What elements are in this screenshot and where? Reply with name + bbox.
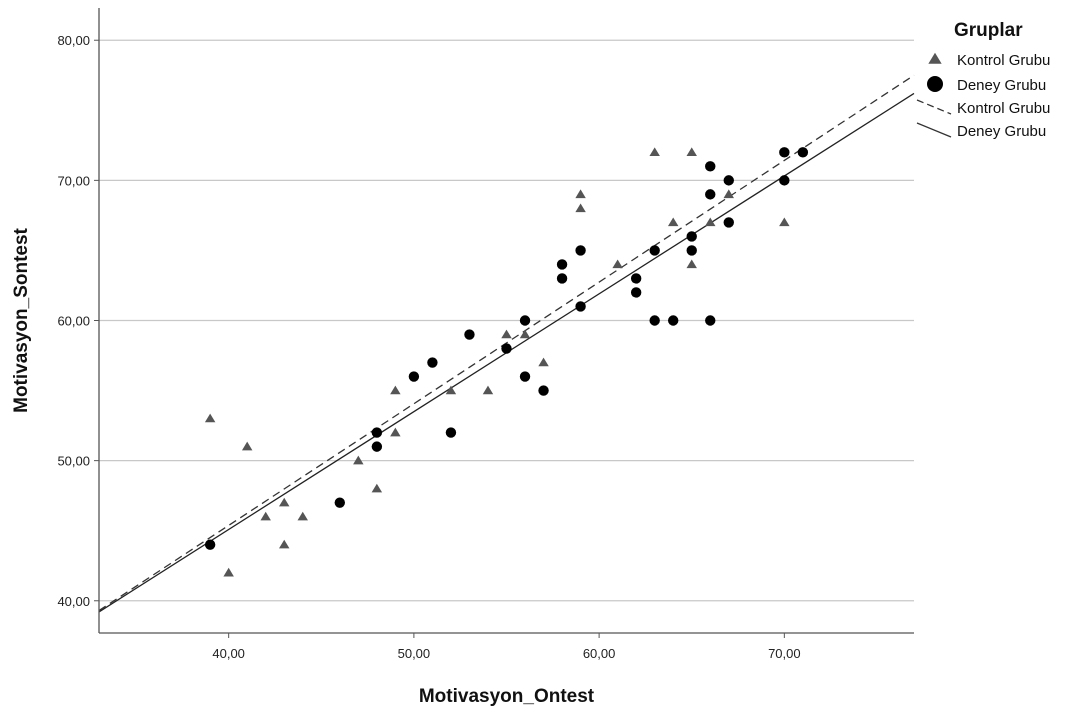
point-deney [334,497,345,508]
legend-label: Deney Grubu [957,123,1046,140]
y-tick-label: 50,00 [57,454,90,469]
point-deney [501,343,512,354]
point-deney [723,217,734,228]
legend-line-kontrol [916,99,952,115]
y-axis-title: Motivasyon_Sontest [11,227,32,412]
point-deney [649,245,660,256]
point-kontrol [575,203,586,213]
point-kontrol [612,259,623,269]
point-deney [538,385,549,396]
point-kontrol [779,217,790,227]
legend-label: Kontrol Grubu [957,100,1050,117]
legend-symbol-kontrol [928,52,942,64]
point-kontrol [705,217,716,227]
point-kontrol [686,259,697,269]
legend-label: Kontrol Grubu [957,52,1050,69]
x-tick-label: 50,00 [398,646,431,661]
point-deney [371,427,383,438]
point-kontrol [445,385,457,395]
point-kontrol [575,189,586,199]
point-deney [686,231,697,242]
point-deney [649,315,660,326]
point-deney [445,427,457,438]
point-deney [797,147,809,158]
data-points [204,147,809,577]
point-deney [705,161,716,172]
point-kontrol [390,385,401,395]
point-deney [556,273,568,284]
legend-title: Gruplar [954,20,1023,41]
x-tick-label: 40,00 [212,646,245,661]
y-tick-label: 40,00 [57,594,90,609]
point-deney [464,329,475,340]
x-tick-label: 60,00 [583,646,616,661]
point-kontrol [519,329,531,339]
point-kontrol [297,511,308,521]
point-deney [575,301,586,312]
point-kontrol [223,567,234,577]
point-deney [427,357,438,368]
x-axis-title: Motivasyon_Ontest [419,686,595,707]
point-kontrol [279,497,290,507]
point-kontrol [667,217,679,227]
x-tick-label: 70,00 [768,646,801,661]
point-deney [371,441,383,452]
grid-lines [99,39,914,602]
point-kontrol [538,357,549,367]
fit-line-kontrol [98,74,915,612]
point-kontrol [501,329,512,339]
point-deney [668,315,679,326]
y-tick-label: 80,00 [57,33,90,48]
point-kontrol [260,511,271,521]
legend: Gruplar Kontrol Grubu Deney Grubu Kontrol … [916,20,1050,140]
point-kontrol [390,427,401,437]
tick-labels: 40,00 50,00 60,00 70,00 40,00 50,00 60,00 70,00… [57,33,800,661]
point-kontrol [686,147,697,157]
point-kontrol [241,441,253,451]
point-kontrol [649,147,660,157]
point-deney [519,315,531,326]
legend-symbol-deney [927,76,943,92]
point-deney [408,371,420,382]
legend-line-deney [916,122,952,138]
y-tick-label: 70,00 [57,173,90,188]
point-deney [705,189,716,200]
point-deney [630,287,642,298]
point-deney [204,539,216,550]
point-deney [686,245,697,256]
y-tick-label: 60,00 [57,314,90,329]
point-deney [575,245,586,256]
point-deney [630,273,642,284]
point-kontrol [371,483,383,493]
point-deney [723,175,734,186]
point-kontrol [353,455,364,465]
point-deney [779,147,790,158]
point-deney [519,371,531,382]
point-deney [556,259,568,270]
legend-label: Deney Grubu [957,77,1046,94]
point-kontrol [723,189,734,199]
point-kontrol [482,385,494,395]
point-kontrol [204,413,216,423]
point-deney [705,315,716,326]
point-deney [779,175,790,186]
point-kontrol [279,539,290,549]
